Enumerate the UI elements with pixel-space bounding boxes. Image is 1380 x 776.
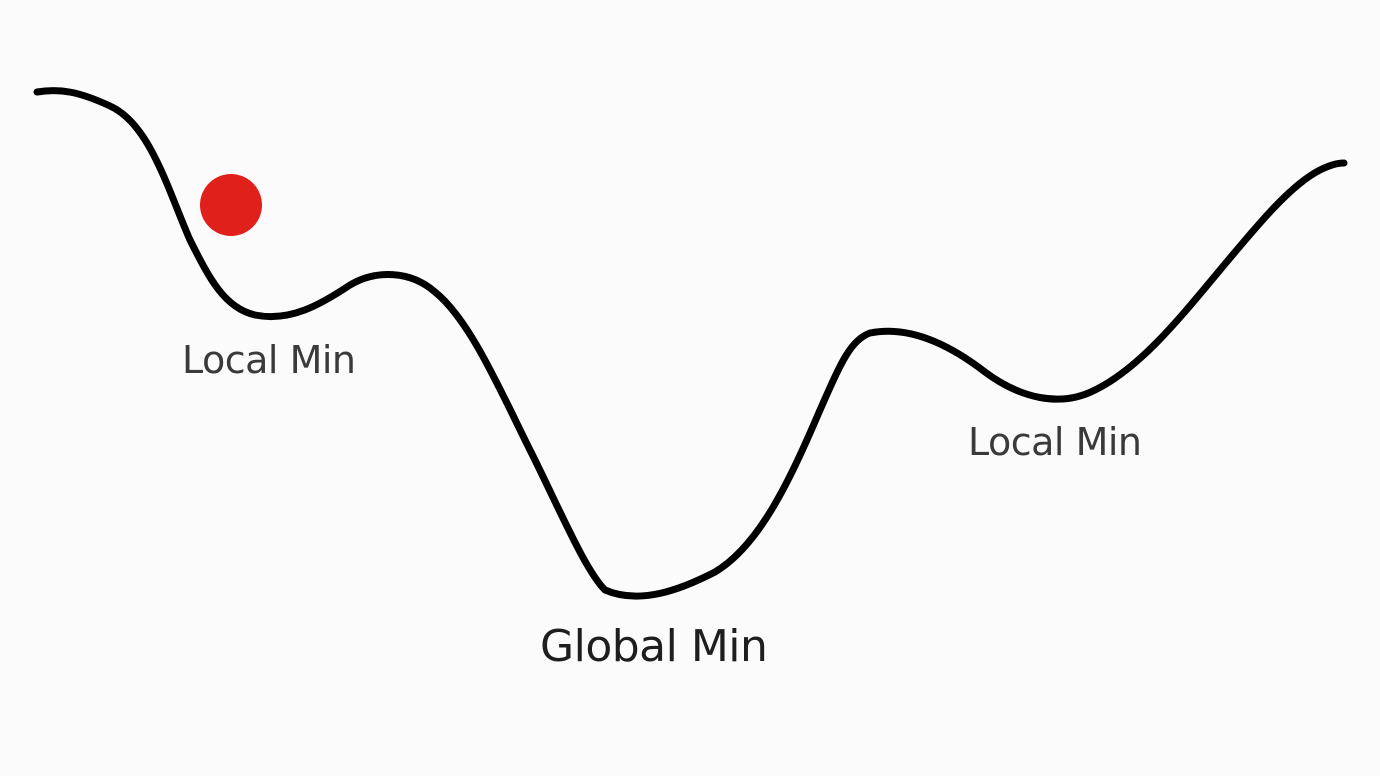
ball-marker [200, 174, 262, 236]
global-min-label: Global Min [540, 621, 768, 672]
local-min-right-label: Local Min [968, 420, 1142, 464]
local-min-left-label: Local Min [182, 338, 356, 382]
loss-curve [33, 87, 1348, 600]
